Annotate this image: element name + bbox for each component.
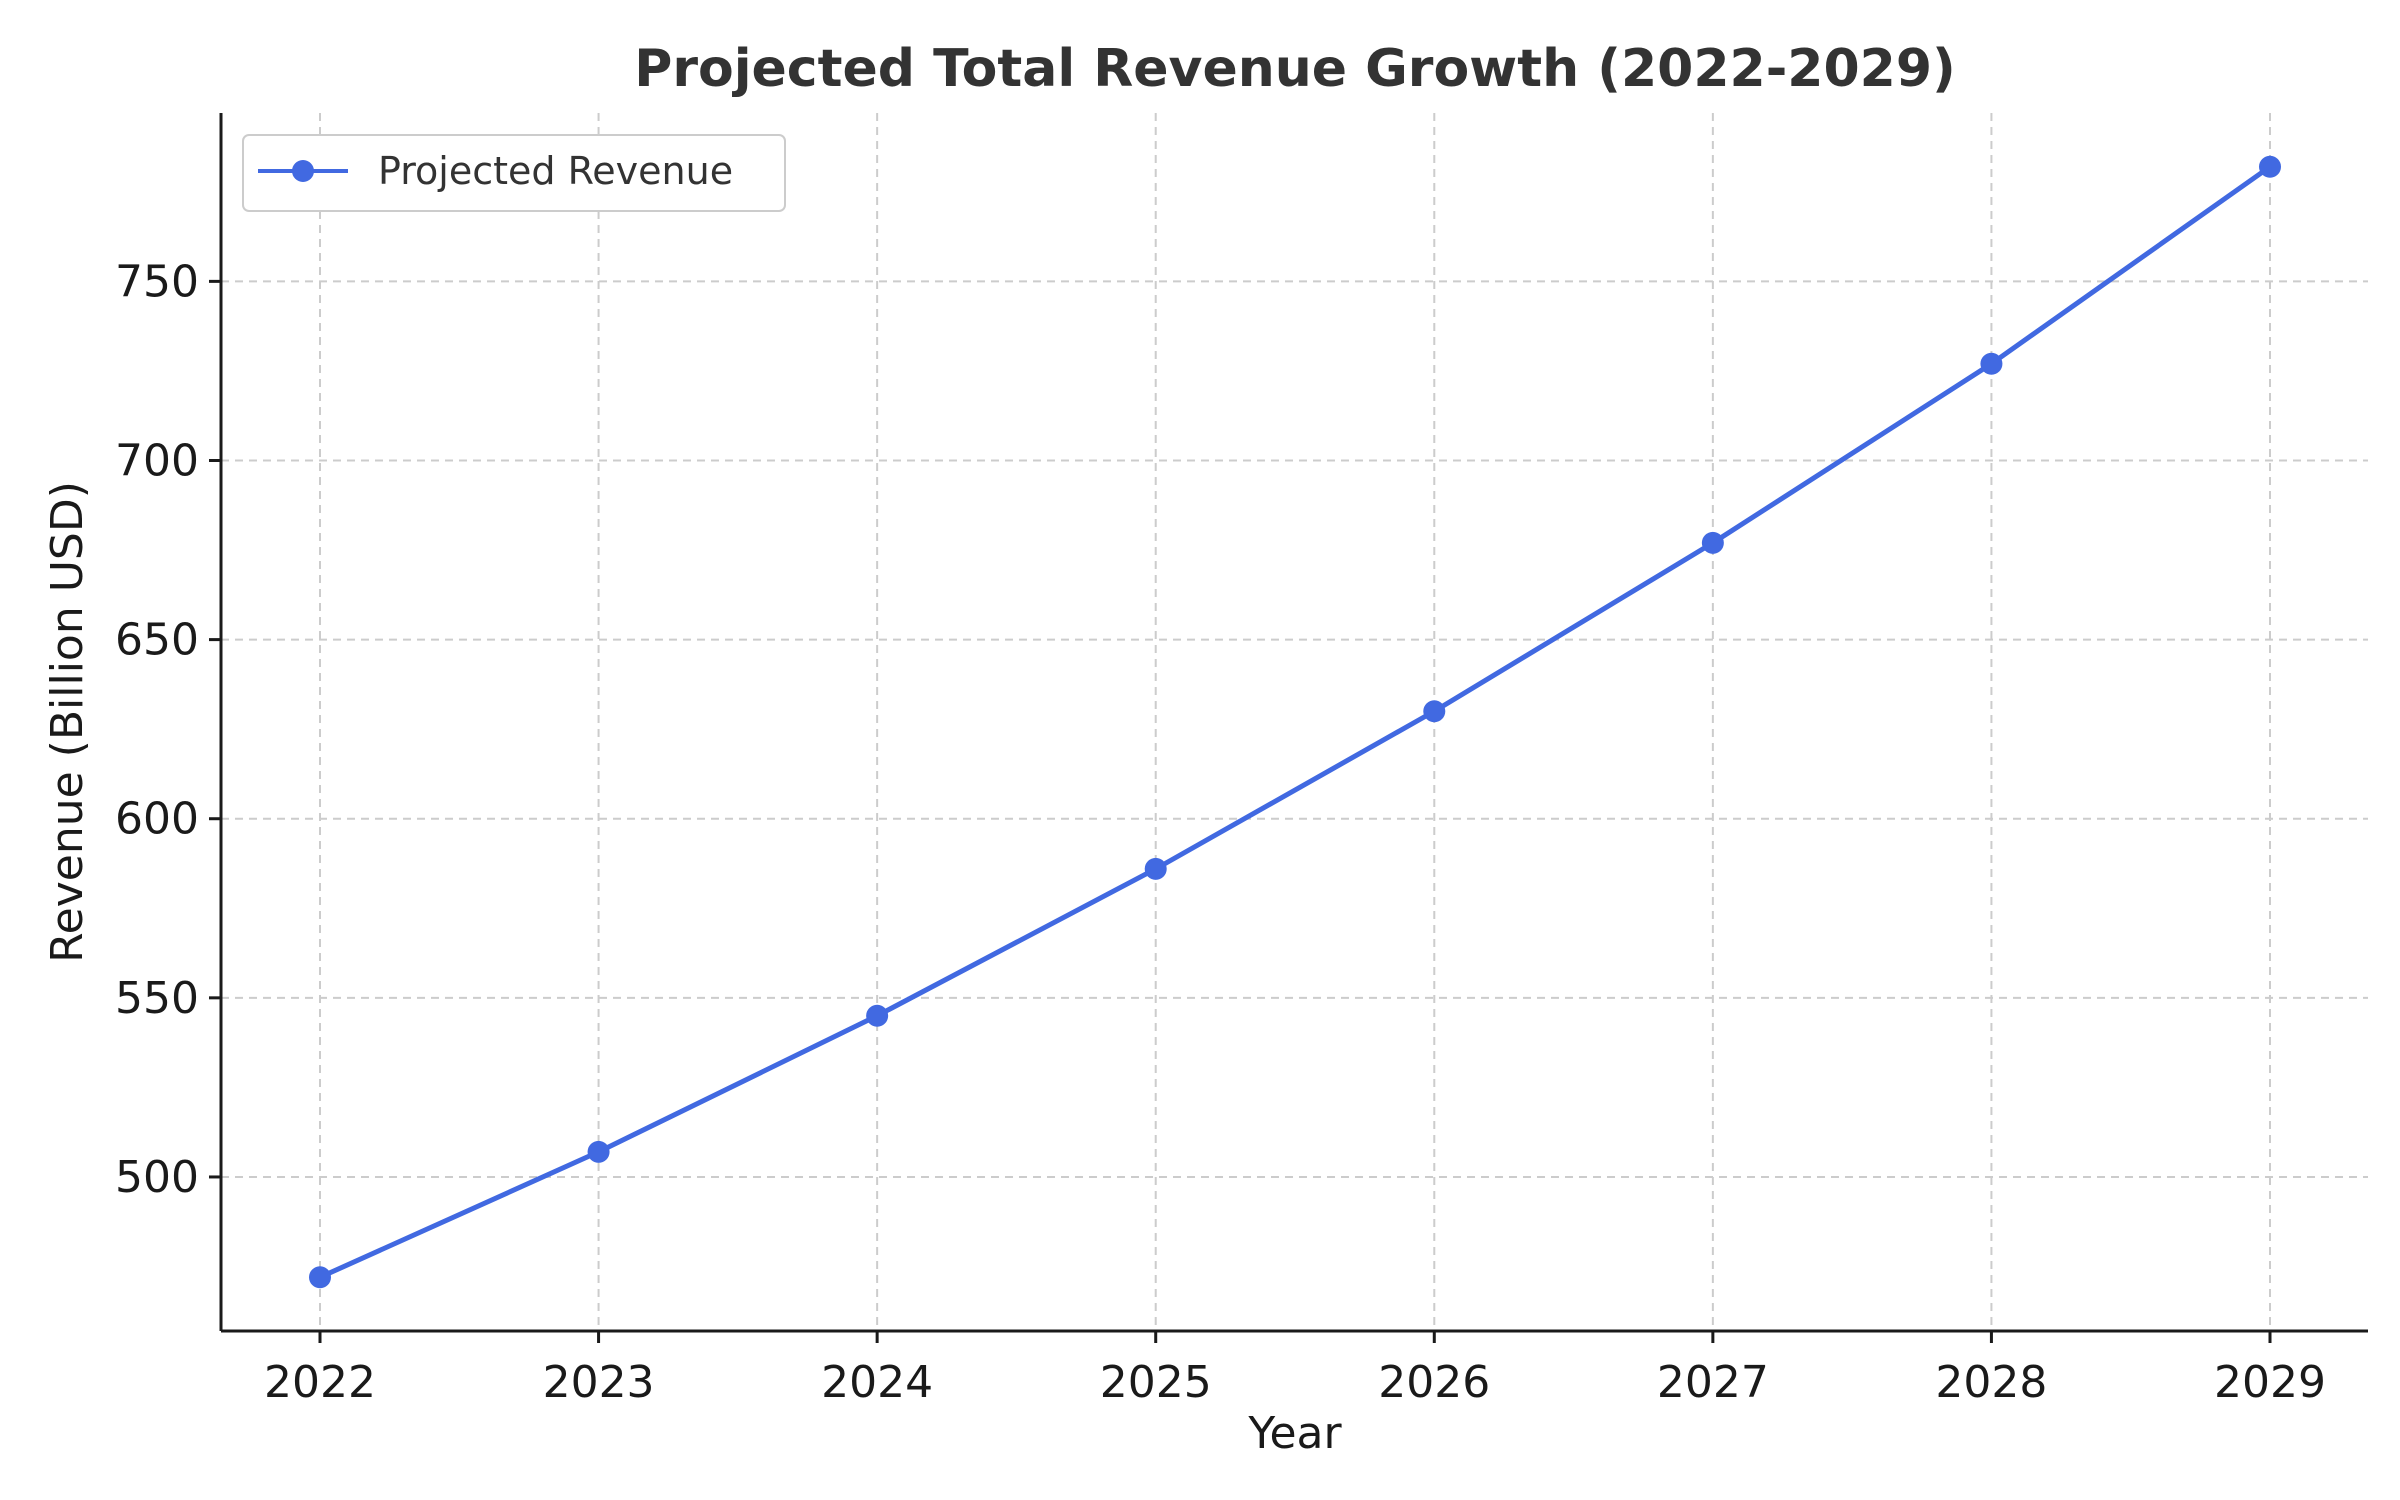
legend-marker-swatch <box>292 160 314 182</box>
x-tick-label: 2027 <box>1657 1357 1769 1408</box>
legend-box <box>242 134 786 212</box>
series-line <box>317 164 2273 1280</box>
legend-label: Projected Revenue <box>378 149 733 193</box>
x-tick-label: 2024 <box>821 1357 933 1408</box>
data-point <box>587 1140 610 1163</box>
y-tick-label: 700 <box>115 435 199 486</box>
axes <box>219 113 2368 1333</box>
x-tick-label: 2025 <box>1100 1357 1212 1408</box>
data-point <box>1980 352 2003 375</box>
y-tick-label: 500 <box>115 1152 199 1203</box>
data-point <box>1144 857 1167 880</box>
x-tick-label: 2026 <box>1378 1357 1490 1408</box>
data-point <box>1701 531 1724 554</box>
y-tick-label: 650 <box>115 615 199 666</box>
y-tick-label: 750 <box>115 256 199 307</box>
chart-title: Projected Total Revenue Growth (2022-202… <box>634 39 1956 99</box>
y-axis-label: Revenue (Billion USD) <box>42 481 93 963</box>
data-point <box>866 1004 889 1027</box>
y-axis-ticks: 500 550 600 650 700 750 <box>115 256 221 1203</box>
x-axis-label: Year <box>1247 1408 1342 1459</box>
legend: Projected Revenue <box>242 134 786 212</box>
x-tick-label: 2023 <box>543 1357 655 1408</box>
data-point <box>309 1266 331 1289</box>
data-point <box>2259 155 2281 178</box>
x-tick-label: 2029 <box>2214 1357 2326 1408</box>
x-tick-label: 2028 <box>1935 1357 2047 1408</box>
y-tick-label: 550 <box>115 973 199 1024</box>
x-axis-ticks: 2022 2023 2024 2025 2026 2027 2028 2029 <box>264 1331 2326 1408</box>
y-tick-label: 600 <box>115 794 199 845</box>
data-point <box>1423 700 1446 723</box>
x-tick-label: 2022 <box>264 1357 376 1408</box>
series-layer <box>309 155 2281 1289</box>
